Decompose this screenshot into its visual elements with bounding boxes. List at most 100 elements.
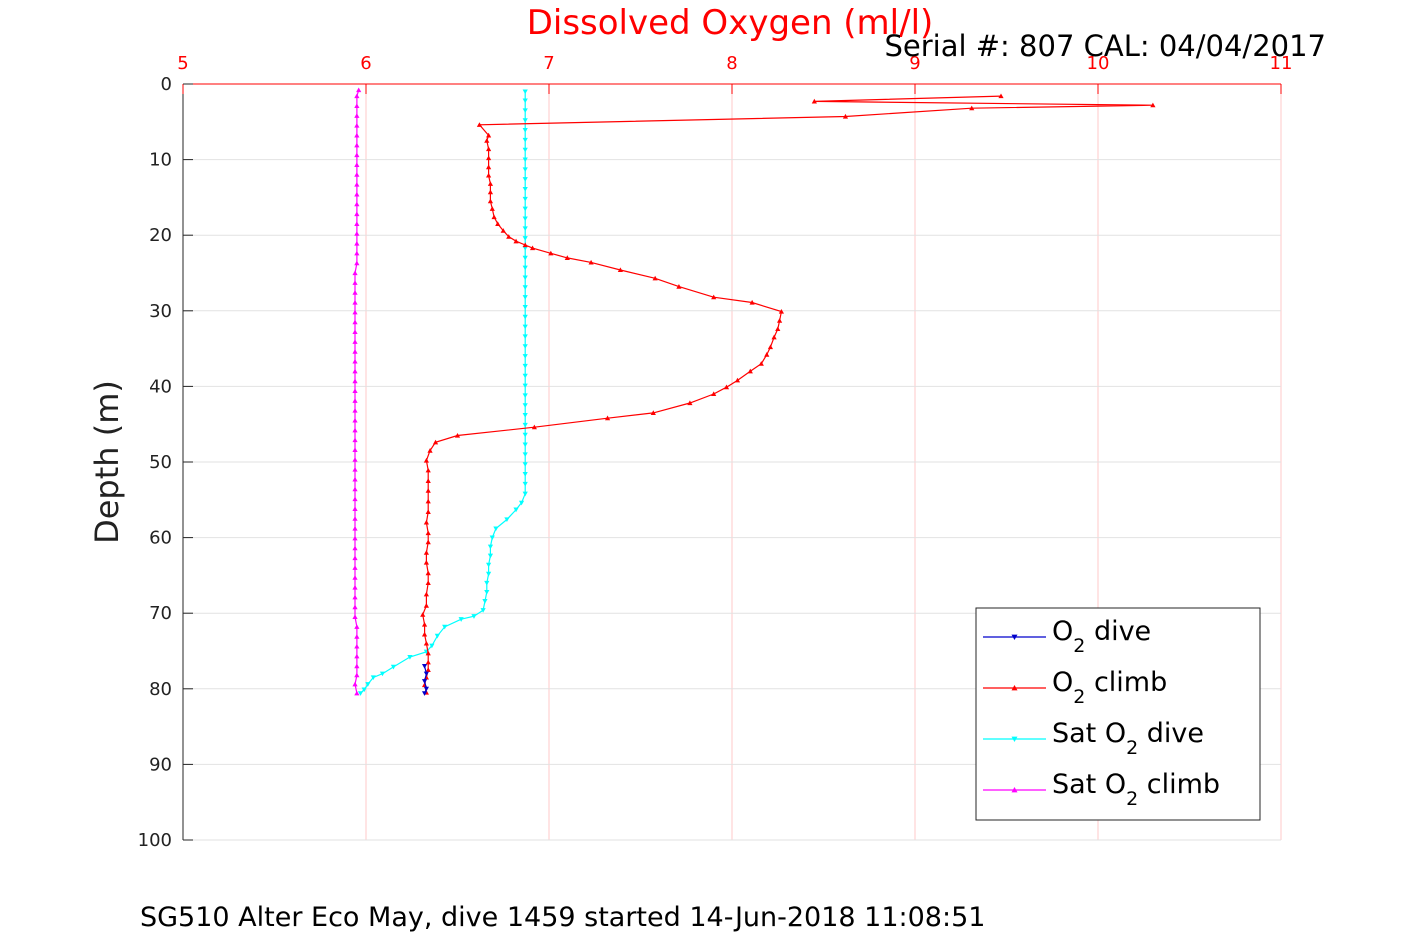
x-tick-label: 9 [909, 53, 920, 74]
sat-o2-climb-point [352, 280, 358, 285]
sat-o2-climb-point [352, 575, 358, 580]
sat-o2-climb-point [354, 211, 360, 217]
sat-o2-dive-point [522, 137, 528, 143]
sat-o2-climb-point [354, 260, 360, 266]
sat-o2-climb-point [352, 476, 358, 482]
o2-climb-point [425, 650, 431, 656]
o2-climb-point [652, 275, 658, 281]
sat-o2-climb-point [352, 594, 358, 600]
sat-o2-climb-point [356, 87, 362, 93]
o2-climb-point [588, 259, 594, 265]
o2-dive-point [421, 664, 428, 669]
sat-o2-climb-point [352, 270, 358, 276]
sat-o2-dive-point [522, 393, 528, 399]
legend-entry-sat-o2-dive: Sat O2 dive [983, 718, 1204, 759]
o2-climb-point [423, 591, 429, 597]
y-tick-label: 0 [161, 74, 172, 95]
o2-dive-point [423, 671, 429, 677]
sat-o2-dive-point [522, 89, 528, 95]
o2-climb-point [604, 415, 611, 421]
sat-o2-dive-point [486, 571, 492, 577]
sat-o2-climb-point [354, 221, 360, 226]
sat-o2-climb-point [354, 653, 360, 659]
sat-o2-climb-point [352, 417, 358, 423]
series-o2-dive [421, 664, 429, 696]
legend-swatch-marker [1011, 634, 1018, 640]
sat-o2-dive-point [390, 664, 397, 670]
sat-o2-climb-point [352, 604, 358, 610]
sat-o2-dive-point [522, 373, 528, 379]
dive-info-footer: SG510 Alter Eco May, dive 1459 started 1… [140, 902, 985, 933]
axes: 5 6 7 8 9 10 11 0 10 20 30 40 50 60 70 80 90 100 [138, 53, 1293, 851]
o2-climb-point [476, 122, 483, 127]
sat-o2-dive-point [458, 617, 464, 622]
sat-o2-climb-point [354, 103, 360, 109]
o2-climb-point [529, 245, 536, 251]
sat-o2-dive-point [471, 614, 477, 619]
sat-o2-climb-point [352, 555, 358, 561]
o2-climb-point [723, 384, 730, 390]
y-tick-label: 90 [149, 754, 172, 775]
o2-climb-point [506, 234, 512, 239]
sat-o2-climb-point [354, 663, 360, 669]
sat-o2-dive-point [407, 654, 413, 660]
x-tick-label: 11 [1270, 53, 1293, 74]
o2-climb-point [421, 631, 428, 637]
sat-o2-dive-point [522, 236, 528, 241]
o2-climb-point [747, 368, 753, 374]
o2-climb-point [425, 570, 431, 576]
x-tick-label: 8 [726, 53, 737, 74]
o2-climb-point [711, 294, 717, 300]
sat-o2-dive-point [480, 608, 486, 613]
legend-entry-o2-climb: O2 climb [983, 667, 1167, 708]
y-tick-label: 40 [149, 376, 172, 397]
y-tick-label: 50 [149, 452, 172, 473]
y-tick-label: 80 [149, 679, 172, 700]
sat-o2-dive-point [522, 413, 528, 418]
o2-climb-point [495, 221, 501, 226]
o2-climb-point [650, 410, 656, 415]
o2-climb-point [998, 93, 1004, 99]
sat-o2-climb-point [354, 142, 360, 148]
sat-o2-dive-point [370, 675, 376, 681]
o2-climb-point [486, 155, 492, 161]
o2-climb-point [425, 659, 431, 665]
o2-climb-point [734, 377, 741, 383]
o2-climb-point [425, 539, 431, 545]
sat-o2-climb-point [352, 368, 358, 374]
o2-climb-point [522, 242, 528, 248]
o2-climb-point [548, 250, 554, 256]
o2-climb-point [776, 318, 783, 323]
o2-climb-point [423, 519, 429, 525]
o2-climb-point [420, 612, 426, 617]
sat-o2-dive-point [522, 403, 528, 408]
sat-o2-climb-point [354, 162, 360, 167]
series-sat-o2-climb [352, 87, 362, 696]
sat-o2-climb-point [354, 672, 360, 678]
sat-o2-dive-point [522, 187, 528, 192]
sat-o2-climb-point [352, 407, 358, 413]
y-tick-label: 60 [149, 528, 172, 549]
sat-o2-climb-point [352, 388, 358, 394]
sat-o2-climb-point [352, 437, 358, 443]
o2-dive-point [421, 691, 428, 696]
sat-o2-climb-point [354, 191, 360, 197]
y-tick-label: 10 [149, 150, 172, 171]
o2-climb-point [811, 98, 817, 104]
y-tick-label: 30 [149, 301, 172, 322]
legend-label: Sat O2 climb [1052, 769, 1220, 810]
sat-o2-dive-point [434, 633, 440, 639]
sat-o2-dive-point [522, 442, 528, 448]
sat-o2-dive-point [522, 324, 528, 330]
sat-o2-dive-point [522, 118, 528, 123]
sat-o2-climb-point [352, 378, 358, 384]
sat-o2-dive-point [522, 196, 528, 202]
o2-climb-point [421, 621, 428, 627]
o2-climb-point [486, 132, 492, 138]
sat-o2-climb-point [354, 643, 360, 649]
sat-o2-dive-point [522, 491, 528, 497]
sat-o2-dive-point [379, 671, 386, 677]
sat-o2-dive-point [522, 422, 528, 428]
sat-o2-climb-point [352, 349, 358, 354]
o2-climb-point [425, 488, 431, 493]
